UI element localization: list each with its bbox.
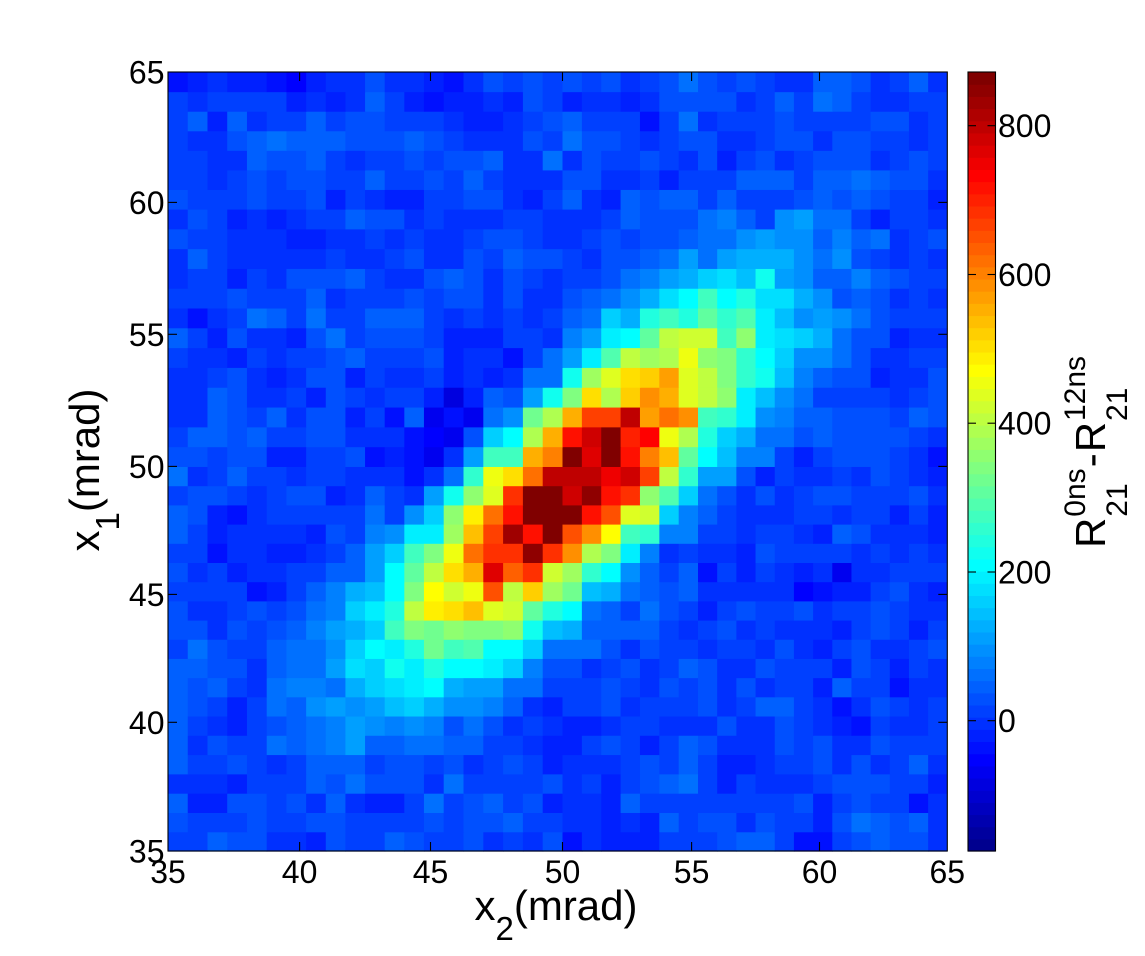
svg-text:50: 50 — [129, 449, 165, 485]
svg-text:21: 21 — [1101, 483, 1134, 516]
svg-text:65: 65 — [930, 854, 966, 890]
svg-text:0ns: 0ns — [1059, 468, 1092, 516]
svg-text:65: 65 — [129, 55, 165, 91]
svg-text:x1(mrad): x1(mrad) — [61, 388, 126, 551]
svg-text:35: 35 — [150, 854, 186, 890]
svg-text:400: 400 — [998, 406, 1051, 442]
svg-text:-: - — [1067, 453, 1114, 467]
svg-text:600: 600 — [998, 257, 1051, 293]
svg-text:35: 35 — [129, 834, 165, 870]
svg-text:40: 40 — [282, 854, 318, 890]
svg-text:x2(mrad): x2(mrad) — [474, 882, 637, 947]
svg-text:55: 55 — [674, 854, 710, 890]
svg-text:0: 0 — [998, 703, 1016, 739]
svg-text:55: 55 — [129, 317, 165, 353]
svg-text:60: 60 — [802, 854, 838, 890]
svg-text:60: 60 — [129, 185, 165, 221]
svg-text:R: R — [1067, 518, 1114, 548]
svg-text:R: R — [1067, 422, 1114, 452]
svg-text:200: 200 — [998, 555, 1051, 591]
svg-text:50: 50 — [545, 854, 581, 890]
svg-text:40: 40 — [129, 705, 165, 741]
svg-text:45: 45 — [413, 854, 449, 890]
svg-text:12ns: 12ns — [1059, 356, 1092, 421]
svg-text:800: 800 — [998, 108, 1051, 144]
svg-text:45: 45 — [129, 577, 165, 613]
svg-text:21: 21 — [1101, 388, 1134, 421]
